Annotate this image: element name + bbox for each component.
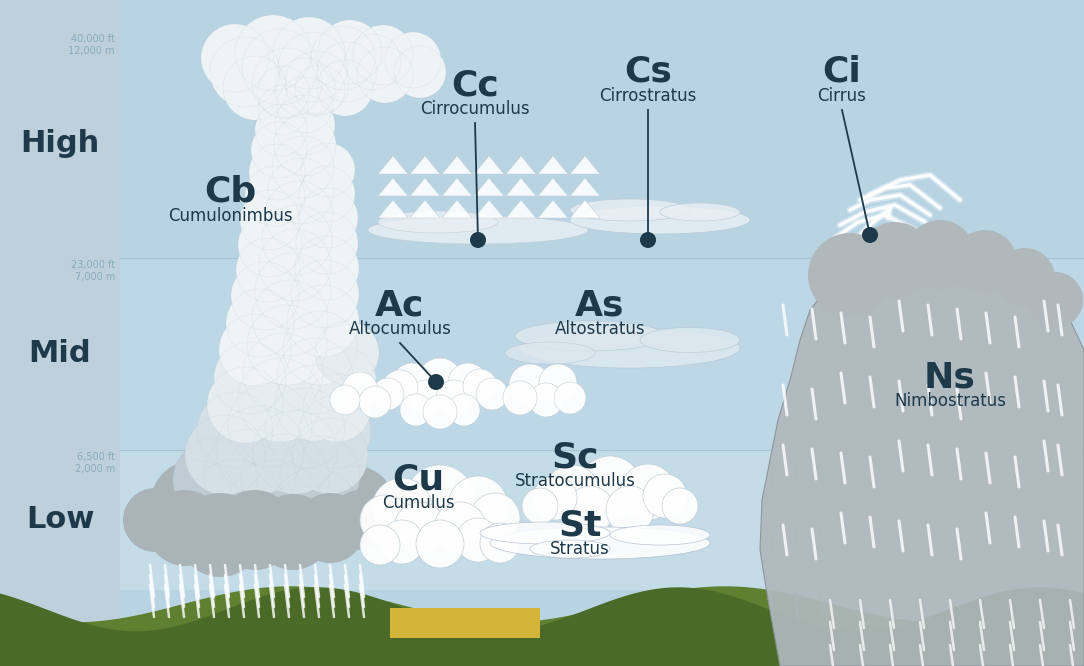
Circle shape: [470, 493, 520, 543]
Circle shape: [122, 488, 188, 552]
Circle shape: [215, 490, 295, 570]
Circle shape: [241, 434, 330, 522]
Circle shape: [393, 502, 446, 554]
Circle shape: [408, 380, 444, 416]
Circle shape: [372, 478, 433, 538]
Circle shape: [275, 365, 351, 441]
Circle shape: [273, 17, 345, 89]
Circle shape: [392, 363, 433, 403]
Circle shape: [423, 395, 457, 429]
Circle shape: [418, 358, 462, 402]
Circle shape: [255, 104, 307, 156]
Polygon shape: [474, 178, 504, 196]
Circle shape: [275, 58, 335, 118]
Circle shape: [223, 56, 287, 120]
Circle shape: [242, 29, 318, 105]
Circle shape: [249, 144, 305, 200]
Circle shape: [147, 490, 223, 566]
Polygon shape: [538, 156, 568, 174]
Circle shape: [311, 26, 375, 90]
Polygon shape: [570, 178, 601, 196]
Text: Altostratus: Altostratus: [555, 320, 645, 338]
FancyBboxPatch shape: [120, 450, 1084, 590]
Circle shape: [278, 77, 333, 133]
Circle shape: [178, 493, 262, 577]
Circle shape: [476, 378, 508, 410]
Circle shape: [173, 438, 257, 522]
Circle shape: [257, 66, 309, 118]
Polygon shape: [760, 252, 1084, 666]
Circle shape: [231, 262, 299, 330]
Circle shape: [214, 342, 286, 414]
Text: 40,000 ft: 40,000 ft: [70, 34, 115, 44]
Polygon shape: [410, 156, 440, 174]
Circle shape: [360, 525, 400, 565]
Circle shape: [1027, 272, 1083, 328]
Circle shape: [268, 158, 334, 224]
Circle shape: [299, 396, 371, 468]
Text: 2,000 m: 2,000 m: [75, 464, 115, 474]
Text: Ac: Ac: [375, 288, 425, 322]
Circle shape: [219, 314, 291, 386]
Text: Cu: Cu: [392, 462, 444, 496]
Circle shape: [522, 488, 558, 524]
Text: Cirrus: Cirrus: [817, 87, 866, 105]
Circle shape: [463, 369, 496, 403]
Circle shape: [503, 381, 537, 415]
Ellipse shape: [520, 328, 740, 368]
Circle shape: [264, 181, 333, 249]
Text: Stratus: Stratus: [550, 540, 610, 558]
Text: Cs: Cs: [624, 55, 672, 89]
Circle shape: [253, 410, 337, 494]
Text: 12,000 m: 12,000 m: [68, 46, 115, 56]
Circle shape: [272, 136, 334, 198]
Polygon shape: [442, 200, 472, 218]
Circle shape: [315, 466, 395, 546]
Circle shape: [380, 520, 424, 564]
Circle shape: [291, 260, 359, 328]
Ellipse shape: [378, 211, 498, 233]
Circle shape: [448, 363, 488, 403]
Circle shape: [258, 85, 308, 135]
Circle shape: [905, 220, 975, 290]
Circle shape: [456, 518, 500, 562]
Text: High: High: [21, 129, 100, 159]
Text: Altocumulus: Altocumulus: [349, 320, 451, 338]
Circle shape: [278, 338, 353, 414]
Circle shape: [448, 476, 508, 536]
Circle shape: [295, 236, 359, 300]
Text: Cumulus: Cumulus: [382, 494, 454, 512]
Circle shape: [857, 222, 933, 298]
Circle shape: [640, 232, 656, 248]
Circle shape: [292, 418, 367, 494]
Circle shape: [385, 32, 441, 88]
Circle shape: [405, 465, 475, 535]
Ellipse shape: [490, 527, 710, 559]
Circle shape: [255, 253, 331, 329]
Circle shape: [372, 378, 404, 410]
Circle shape: [243, 333, 323, 413]
Circle shape: [341, 372, 378, 408]
Circle shape: [298, 188, 358, 248]
Circle shape: [240, 190, 300, 250]
Circle shape: [953, 230, 1017, 294]
Circle shape: [283, 311, 357, 385]
Circle shape: [448, 394, 480, 426]
Circle shape: [235, 15, 311, 91]
Text: Ns: Ns: [924, 360, 976, 394]
Text: Cirrocumulus: Cirrocumulus: [421, 100, 530, 118]
Circle shape: [280, 436, 360, 516]
Polygon shape: [378, 178, 408, 196]
Ellipse shape: [570, 206, 750, 234]
Circle shape: [207, 367, 283, 443]
Circle shape: [185, 415, 264, 495]
Circle shape: [236, 238, 300, 302]
Circle shape: [544, 465, 601, 521]
Circle shape: [251, 122, 307, 178]
Circle shape: [428, 374, 444, 390]
Circle shape: [354, 482, 411, 538]
Circle shape: [360, 495, 410, 545]
Circle shape: [245, 166, 305, 226]
Circle shape: [296, 212, 358, 274]
